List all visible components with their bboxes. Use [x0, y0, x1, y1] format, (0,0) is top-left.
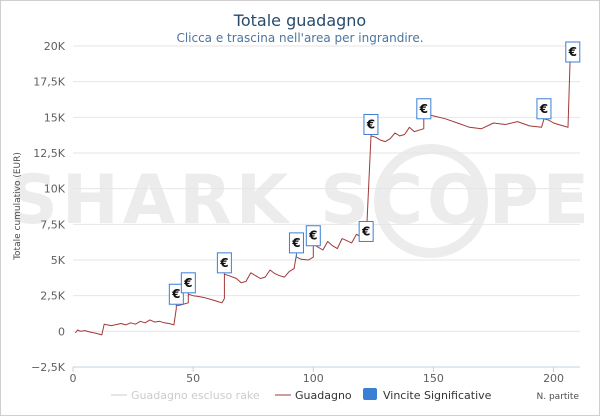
watermark: SHARK SCOPE — [9, 144, 593, 258]
legend-label-rake: Guadagno escluso rake — [131, 389, 260, 402]
y-tick-label: 0 — [58, 325, 65, 338]
flag-box — [416, 98, 432, 120]
y-tick-label: 17,5K — [33, 76, 65, 89]
flag-label: € — [539, 102, 548, 116]
significant-win-flag[interactable]: € — [216, 252, 232, 275]
legend-item-rake[interactable]: Guadagno escluso rake — [111, 389, 260, 402]
significant-win-flag[interactable]: € — [305, 225, 321, 247]
x-axis-title: N. partite — [537, 392, 580, 402]
legend-label-vincite: Vincite Significative — [383, 389, 492, 402]
watermark-scope-circle — [374, 144, 488, 258]
legend-item-guadagno[interactable]: Guadagno — [275, 389, 352, 402]
x-tick-label: 150 — [423, 372, 444, 385]
chart-subtitle: Clicca e trascina nell'area per ingrandi… — [176, 31, 423, 45]
significant-win-flag[interactable]: € — [363, 113, 379, 136]
plot-area[interactable] — [75, 48, 578, 336]
flag-label: € — [568, 45, 577, 59]
flag-label: € — [366, 117, 375, 131]
legend[interactable]: Guadagno escluso rake Guadagno Vincite S… — [111, 388, 492, 402]
y-tick-label: 2,5K — [40, 290, 65, 303]
flag-box — [168, 283, 184, 305]
x-axis: 0 50 100 150 200 — [70, 366, 580, 385]
flag-box — [216, 252, 232, 274]
significant-win-flag[interactable]: € — [288, 232, 304, 258]
flag-box — [536, 98, 552, 120]
y-tick-label: −2,5K — [31, 361, 66, 374]
flag-box — [363, 113, 379, 135]
flag-label: € — [291, 236, 300, 250]
significant-win-flag[interactable]: € — [416, 98, 432, 120]
x-tick-label: 100 — [303, 372, 324, 385]
flag-box — [305, 225, 321, 247]
y-tick-label: 12,5K — [33, 147, 65, 160]
flag-box — [288, 232, 304, 254]
flag-box — [180, 272, 196, 294]
legend-symbol-vincite — [363, 388, 377, 400]
significant-win-flag[interactable]: € — [180, 272, 196, 295]
significant-win-flag[interactable]: € — [565, 41, 581, 63]
flag-label: € — [219, 256, 228, 270]
flag-box — [565, 41, 581, 63]
x-tick-label: 50 — [186, 372, 200, 385]
y-axis-title: Totale cumulativo (EUR) — [13, 152, 23, 261]
flag-label: € — [171, 287, 180, 301]
flag-label: € — [361, 224, 370, 238]
y-axis: −2,5K 0 2,5K 5K 7,5K 10K 12,5K 15K 17,5K 20K — [31, 40, 66, 374]
legend-label-guadagno: Guadagno — [295, 389, 352, 402]
significant-win-flag[interactable]: € — [168, 283, 184, 306]
x-tick-label: 200 — [543, 372, 564, 385]
significant-win-flag[interactable]: € — [536, 98, 552, 120]
series-line-guadagno[interactable] — [75, 48, 578, 336]
y-tick-label: 10K — [44, 183, 66, 196]
significant-wins[interactable]: €€€€€ €€€ €€ — [168, 41, 581, 306]
significant-win-flag[interactable]: € — [358, 220, 374, 242]
watermark-text: SHARK SCOPE — [9, 161, 593, 240]
x-tick-label: 0 — [70, 372, 77, 385]
y-tick-label: 20K — [44, 40, 66, 53]
flag-label: € — [183, 276, 192, 290]
y-tick-label: 15K — [44, 111, 66, 124]
flag-label: € — [308, 229, 317, 243]
y-tick-label: 5K — [51, 254, 66, 267]
y-tick-label: 7,5K — [40, 218, 65, 231]
chart-title: Totale guadagno — [233, 11, 366, 30]
flag-box — [358, 220, 374, 242]
flag-label: € — [419, 102, 428, 116]
legend-item-vincite[interactable]: Vincite Significative — [363, 388, 492, 402]
